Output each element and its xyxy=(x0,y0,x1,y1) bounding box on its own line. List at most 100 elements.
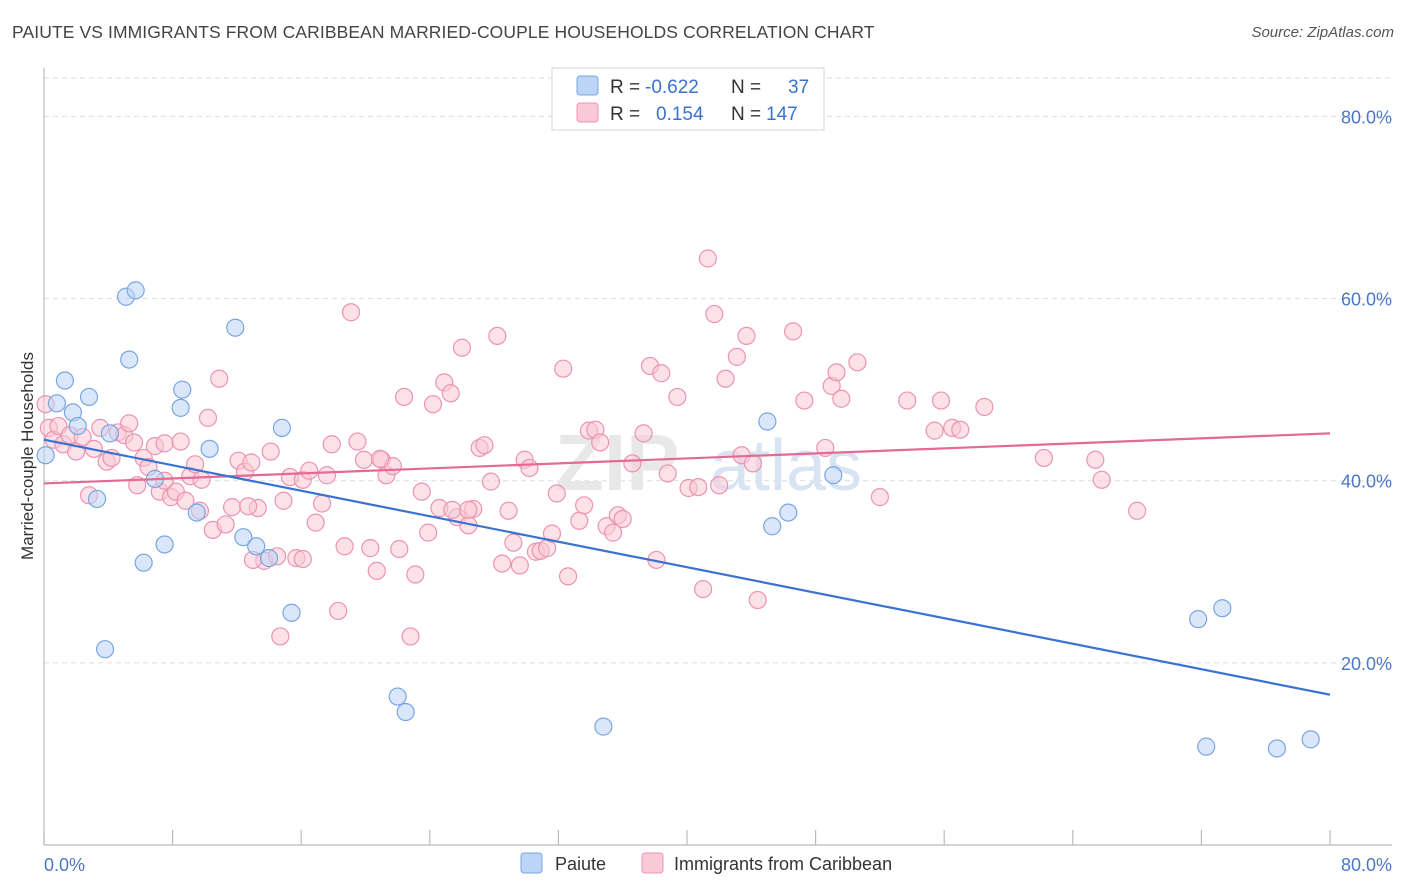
y-tick-labels: 20.0% 40.0% 60.0% 80.0% xyxy=(1341,107,1392,673)
series-legend-swatch-carib xyxy=(641,852,664,874)
legend-r-label: R = xyxy=(610,104,640,125)
scatter-point xyxy=(623,454,642,473)
scatter-point xyxy=(271,627,290,646)
scatter-point xyxy=(300,461,319,480)
source-label: Source: ZipAtlas.com xyxy=(1251,24,1394,41)
scatter-point xyxy=(282,603,301,622)
scatter-point xyxy=(975,397,994,417)
scatter-point xyxy=(367,561,386,580)
trend-lines xyxy=(43,432,1331,696)
scatter-point xyxy=(124,433,144,452)
scatter-point xyxy=(216,515,235,534)
scatter-point xyxy=(951,420,970,439)
scatter-point xyxy=(832,389,851,408)
scatter-point xyxy=(187,503,206,522)
scatter-point xyxy=(898,391,917,410)
chart-title: PAIUTE VS IMMIGRANTS FROM CARIBBEAN MARR… xyxy=(12,22,875,42)
scatter-point xyxy=(1092,470,1111,489)
scatter-point xyxy=(274,491,293,510)
scatter-point xyxy=(1189,610,1208,629)
legend-swatch-carib xyxy=(576,102,599,123)
scatter-point xyxy=(171,398,190,417)
scatter-point xyxy=(727,347,746,366)
y-axis-title: Married-couple Households xyxy=(18,352,37,560)
scatter-point xyxy=(716,369,735,388)
scatter-point xyxy=(173,380,192,399)
scatter-point xyxy=(306,513,325,532)
y-tick-label: 40.0% xyxy=(1341,472,1392,492)
scatter-point xyxy=(481,472,500,491)
scatter-point xyxy=(748,590,767,610)
scatter-point xyxy=(396,702,415,722)
scatter-point xyxy=(239,497,258,516)
scatter-point xyxy=(575,496,594,515)
legend-swatch-paiute xyxy=(576,75,599,96)
legend-r-label: R = xyxy=(610,77,640,98)
scatter-point xyxy=(510,556,529,575)
scatter-point xyxy=(603,523,623,542)
scatter-point xyxy=(192,470,211,489)
legend-n-label: N = xyxy=(731,77,761,98)
scatter-point xyxy=(520,458,539,478)
scatter-point xyxy=(247,537,266,556)
scatter-point xyxy=(36,446,55,465)
scatter-point xyxy=(452,338,472,357)
scatter-point xyxy=(1127,501,1147,520)
scatter-point xyxy=(341,303,361,322)
scatter-point xyxy=(226,318,245,337)
scatter-point xyxy=(261,442,280,461)
scatter-point xyxy=(210,369,229,388)
scatter-point xyxy=(155,434,174,453)
legend-r-value: -0.622 xyxy=(645,77,699,98)
scatter-point xyxy=(443,500,462,519)
series-legend: Paiute Immigrants from Caribbean xyxy=(520,852,892,874)
x-tick-label-min: 0.0% xyxy=(44,855,85,875)
scatter-point xyxy=(234,528,253,547)
series-legend-label: Immigrants from Caribbean xyxy=(674,854,892,874)
scatter-point xyxy=(493,554,512,573)
scatter-point xyxy=(570,511,589,530)
scatter-point xyxy=(55,371,74,390)
scatter-point xyxy=(1301,730,1320,749)
scatter-point xyxy=(322,435,341,454)
scatter-point xyxy=(259,549,279,568)
scatter-point xyxy=(329,601,348,621)
scatter-point xyxy=(763,517,782,536)
scatter-point xyxy=(394,387,414,407)
scatter-point xyxy=(547,484,566,503)
scatter-point xyxy=(925,421,944,440)
scatter-point xyxy=(348,432,367,451)
y-tick-label: 80.0% xyxy=(1341,107,1392,127)
scatter-point xyxy=(87,489,107,509)
trend-line-paiute xyxy=(43,438,1331,696)
x-tick-label-max: 80.0% xyxy=(1341,855,1392,875)
scatter-point xyxy=(354,450,373,469)
scatter-point xyxy=(827,363,846,382)
scatter-point xyxy=(272,418,292,437)
watermark-atlas: atlas xyxy=(710,426,862,506)
scatter-point xyxy=(1086,450,1105,469)
x-tick-marks xyxy=(43,830,1331,845)
scatter-point xyxy=(634,424,653,443)
scatter-point xyxy=(689,477,708,497)
scatter-point xyxy=(737,326,756,346)
scatter-point xyxy=(594,717,613,736)
scatter-point xyxy=(693,579,713,599)
scatter-point xyxy=(931,391,951,410)
scatter-point xyxy=(698,249,717,268)
scatter-point xyxy=(335,537,354,556)
scatter-point xyxy=(441,384,460,403)
scatter-point xyxy=(1034,448,1053,468)
scatter-point xyxy=(100,424,120,443)
scatter-point xyxy=(406,565,425,584)
scatter-point xyxy=(412,482,431,501)
scatter-point xyxy=(388,687,407,706)
scatter-point xyxy=(198,408,218,427)
scatter-point xyxy=(312,494,332,513)
scatter-point xyxy=(293,549,312,569)
series-legend-swatch-paiute xyxy=(520,852,543,874)
legend-n-value: 147 xyxy=(766,104,798,125)
y-tick-label: 20.0% xyxy=(1341,654,1392,674)
scatter-point xyxy=(120,350,139,369)
